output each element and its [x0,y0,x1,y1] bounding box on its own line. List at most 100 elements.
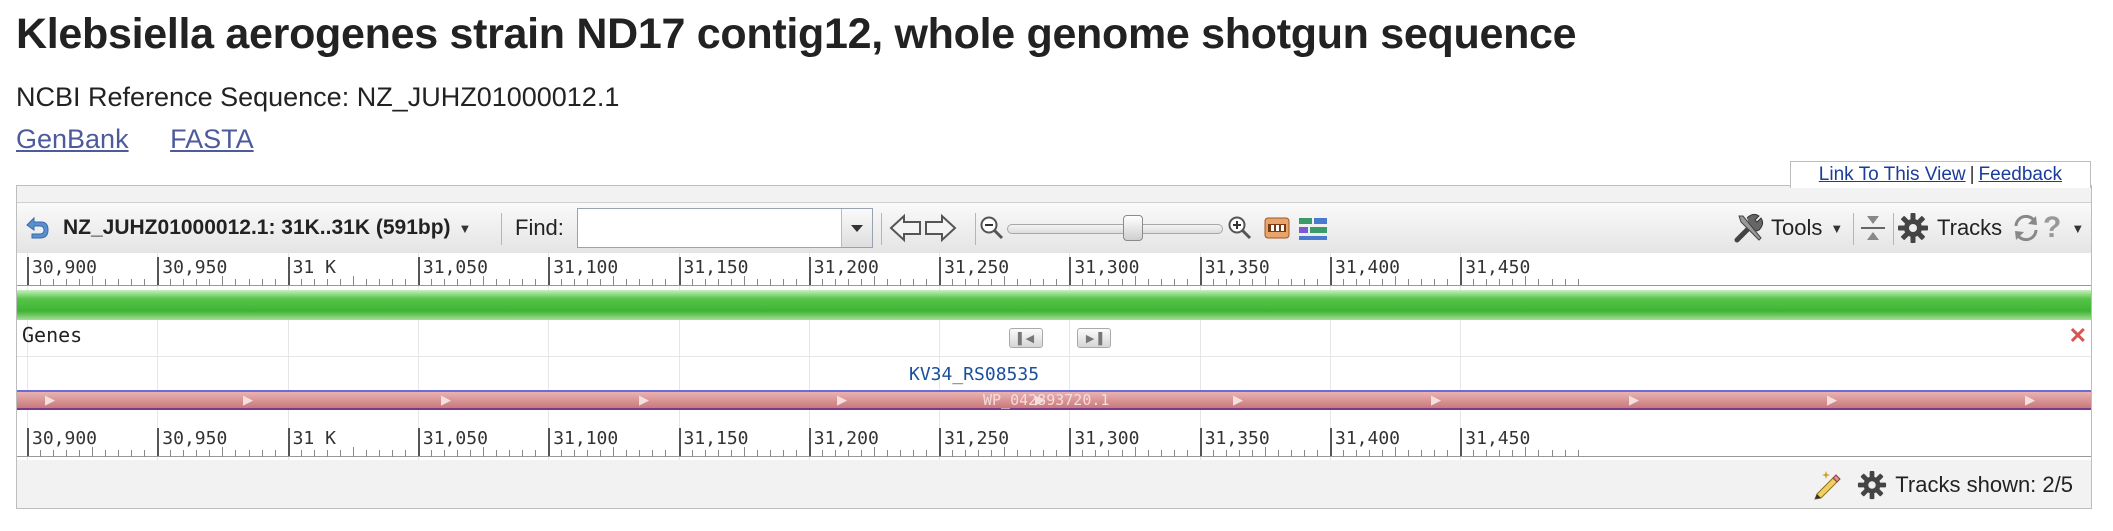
ruler-minor-tick [118,450,120,457]
ruler-minor-tick [886,450,888,457]
zoom-out-icon[interactable] [979,203,1005,253]
ruler-tick-label: 31,150 [683,257,749,278]
ruler-minor-tick [1147,279,1149,286]
ruler-minor-tick [404,279,406,286]
ruler-minor-tick [952,450,954,457]
ruler-minor-tick [339,279,341,286]
link-to-this-view[interactable]: Link To This View [1818,164,1966,185]
help-icon[interactable]: ? ▼ [2043,211,2085,244]
sequence-view-icon[interactable] [1263,203,1291,253]
ruler-minor-tick [430,279,432,286]
ruler-minor-tick [1538,450,1540,457]
gene-label[interactable]: KV34_RS08535 [909,364,1040,385]
prev-feature-button[interactable]: ▌◀ [1009,328,1043,348]
ruler-minor-tick [1316,279,1318,286]
pencil-icon[interactable] [1811,470,1843,500]
ruler-minor-tick [1095,279,1097,286]
close-icon[interactable]: ✕ [2068,323,2087,348]
ruler-minor-tick [1212,450,1214,457]
ruler-major-tick [939,257,942,285]
track-view[interactable]: 30,900 30,950 31 K 31,050 31,100 31,150 31,200… [17,253,2091,460]
ruler-major-tick [808,428,811,456]
zoom-slider-handle[interactable] [1123,215,1143,241]
ruler-minor-tick [639,450,641,457]
ruler-major-tick [287,428,290,456]
ruler-minor-tick [248,279,250,286]
next-feature-button[interactable]: ▶▐ [1077,328,1111,348]
ruler-minor-tick [1082,279,1084,286]
ruler-minor-tick [1486,279,1488,286]
strand-arrow-icon: ▶ [1035,392,1045,407]
refresh-icon[interactable] [2011,203,2041,253]
ruler-minor-tick [1225,279,1227,286]
tools-label: Tools [1771,215,1823,240]
protein-label[interactable]: WP_042893720.1 [983,391,1110,409]
find-input[interactable] [577,208,873,248]
ruler-minor-tick [978,279,980,286]
pan-right-icon[interactable] [923,203,957,253]
strand-arrow-icon: ▶ [837,392,847,407]
ruler-minor-tick [1108,450,1110,457]
ruler-minor-tick [326,279,328,286]
ruler-tick-label: 31,450 [1465,428,1531,449]
ruler-minor-tick [756,450,758,457]
tools-menu[interactable]: Tools ▼ [1771,203,1843,253]
ruler-minor-tick [717,279,719,286]
toolbar-divider [501,213,502,245]
back-arrow-icon[interactable] [21,203,51,253]
ruler-minor-tick [1251,450,1253,457]
ruler-tick-label: 31,100 [553,257,619,278]
ruler-minor-tick [1421,450,1423,457]
ruler-major-tick [157,257,160,285]
ruler-minor-tick [1017,450,1019,457]
sequence-range-selector[interactable]: NZ_JUHZ01000012.1: 31K..31K (591bp) ▼ [63,203,471,253]
protein-feature-bar[interactable]: ▶ ▶ ▶ ▶ ▶ ▶ ▶ ▶ ▶ ▶ ▶ WP_042893720.1 [17,390,2091,410]
ruler-minor-tick [170,279,172,286]
ruler-minor-tick [235,450,237,457]
ruler-minor-tick [1095,450,1097,457]
ruler-major-tick [1199,428,1202,456]
ruler-minor-tick [1043,279,1045,286]
ruler-minor-tick [1525,447,1527,457]
pan-left-icon[interactable] [889,203,923,253]
ruler-minor-tick [873,447,875,457]
ruler-minor-tick [1134,276,1136,286]
ruler-tick-label: 31,050 [422,428,488,449]
ruler-minor-tick [743,276,745,286]
genbank-link[interactable]: GenBank [16,124,129,154]
ruler-minor-tick [1525,276,1527,286]
toolbar-divider [1893,213,1894,245]
fasta-link[interactable]: FASTA [170,124,254,154]
ruler-minor-tick [535,279,537,286]
ruler-minor-tick [456,279,458,286]
tracks-menu[interactable]: Tracks [1937,203,2002,253]
collapse-icon[interactable] [1859,203,1887,253]
ruler-minor-tick [1447,279,1449,286]
ruler-top: 30,900 30,950 31 K 31,050 31,100 31,150 31,200… [17,253,2091,289]
strand-arrow-icon: ▶ [2025,392,2035,407]
strand-arrow-icon: ▶ [639,392,649,407]
ruler-minor-tick [704,279,706,286]
ruler-minor-tick [222,447,224,457]
ruler-minor-tick [496,279,498,286]
ruler-minor-tick [522,450,524,457]
tools-icon[interactable] [1733,203,1765,253]
alignment-icon[interactable] [1297,203,1329,253]
strand-arrow-icon: ▶ [1827,392,1837,407]
gear-icon[interactable] [1897,203,1929,253]
sequence-bar[interactable] [17,290,2091,320]
ruler-minor-tick [352,447,354,457]
chevron-down-icon: ▼ [2071,220,2085,236]
gear-icon[interactable] [1857,470,1887,500]
ruler-minor-tick [1082,450,1084,457]
ruler-minor-tick [1577,450,1579,457]
ruler-minor-tick [40,279,42,286]
chevron-down-icon [851,224,863,232]
ruler-minor-tick [313,450,315,457]
find-dropdown-button[interactable] [841,209,872,247]
tracks-shown-label[interactable]: Tracks shown: 2/5 [1895,471,2073,497]
zoom-slider-track[interactable] [1007,224,1223,234]
ruler-minor-tick [105,450,107,457]
zoom-in-icon[interactable] [1227,203,1253,253]
feedback-link[interactable]: Feedback [1978,164,2062,185]
